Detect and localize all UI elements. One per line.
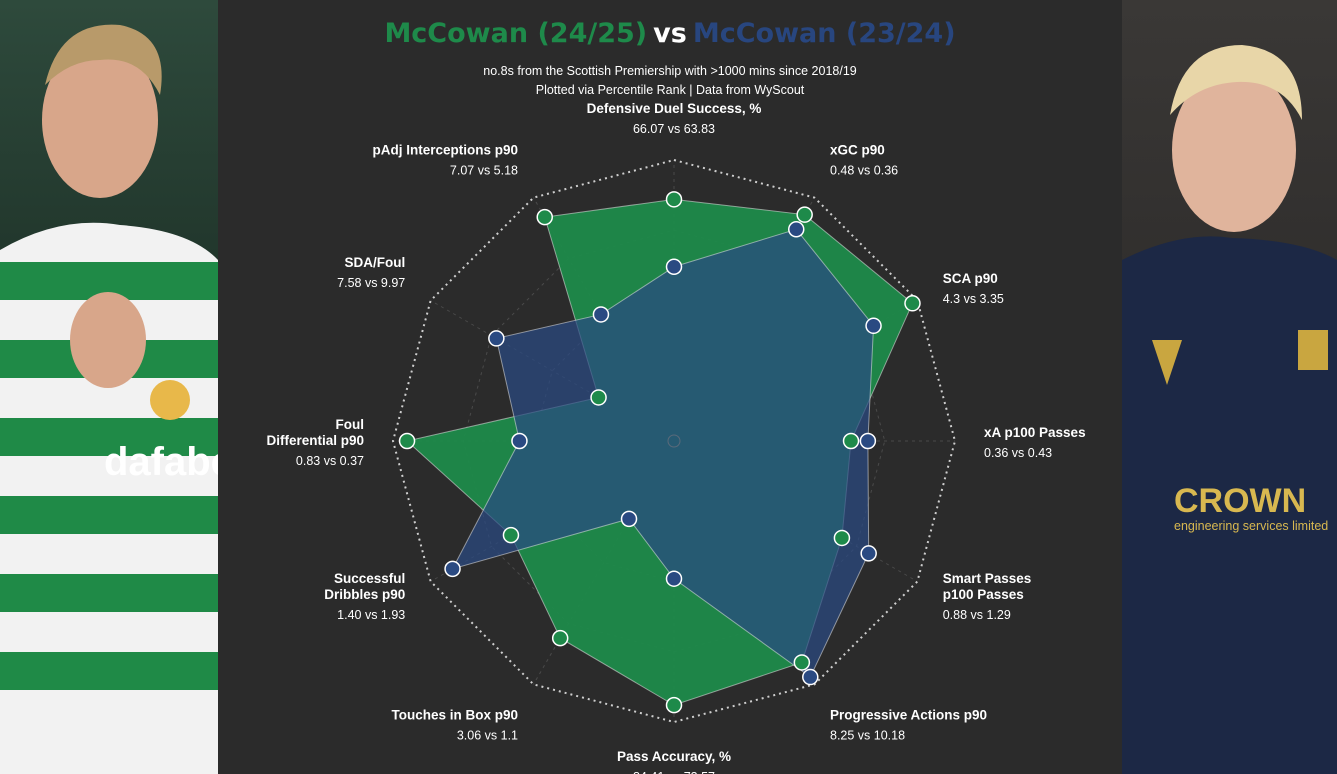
series-1-point-10 — [590, 389, 607, 406]
axis-label-10: SDA/Foul — [345, 255, 406, 270]
title-player2: McCowan (23/24) — [692, 18, 956, 49]
axis-values-9: 0.83 vs 0.37 — [296, 454, 364, 468]
axis-label-7: Touches in Box p90 — [391, 708, 518, 723]
axis-values-10: 7.58 vs 9.97 — [337, 276, 405, 290]
series-1-point-5 — [793, 654, 811, 671]
radar-chart: Defensive Duel Success, % 66.07 vs 63.83 x… — [266, 101, 1085, 774]
series-2-point-1 — [787, 221, 805, 238]
right-shirt-sponsor: CROWN — [1174, 482, 1306, 520]
series-2-point-6 — [665, 570, 683, 587]
axis-values-2: 4.3 vs 3.35 — [943, 292, 1004, 306]
series-1-point-6 — [665, 696, 683, 714]
axis-values-0: 66.07 vs 63.83 — [633, 122, 715, 136]
axis-label-9-line-2: Differential p90 — [266, 433, 364, 448]
series-1-point-1 — [796, 206, 813, 223]
axis-label-4-line-1: Smart Passes — [943, 571, 1032, 586]
series-1-point-11 — [536, 208, 553, 226]
axis-values-4: 0.88 vs 1.29 — [943, 608, 1011, 622]
axis-values-6: 84.41 vs 73.57 — [633, 770, 715, 774]
axis-label-2: SCA p90 — [943, 271, 998, 286]
axis-label-6: Pass Accuracy, % — [617, 749, 731, 764]
series-2-point-0 — [665, 258, 683, 276]
series-1-point-8 — [502, 526, 520, 544]
axis-label-1: xGC p90 — [830, 142, 885, 157]
axis-label-8-line-1: Successful — [334, 571, 405, 586]
left-player-photo: dafabet — [0, 0, 218, 774]
axis-label-9-line-1: Foul — [336, 417, 365, 432]
series-2-point-7 — [620, 510, 638, 528]
series-1-point-3 — [842, 432, 860, 450]
series-2-point-9 — [511, 432, 528, 450]
radar-center — [667, 434, 681, 448]
series-2-point-8 — [444, 560, 461, 578]
series-2-point-3 — [859, 432, 877, 450]
axis-values-1: 0.48 vs 0.36 — [830, 163, 898, 177]
radar-series — [398, 191, 921, 714]
subtitle-line-1: no.8s from the Scottish Premiership with… — [483, 64, 857, 78]
left-shirt-sponsor: dafabet — [104, 440, 218, 484]
axis-values-7: 3.06 vs 1.1 — [457, 729, 518, 743]
axis-label-11: pAdj Interceptions p90 — [372, 142, 518, 157]
series-2-point-10 — [488, 330, 505, 347]
subtitle-line-2: Plotted via Percentile Rank | Data from … — [535, 83, 805, 97]
series-1-point-7 — [551, 629, 569, 647]
series-2-point-11 — [592, 306, 610, 323]
title-vs: vs — [653, 18, 687, 49]
axis-label-0: Defensive Duel Success, % — [587, 101, 762, 116]
right-player-photo: CROWN engineering services limited — [1122, 0, 1337, 774]
radar-labels: Defensive Duel Success, % 66.07 vs 63.83 x… — [266, 101, 1085, 774]
series-1-point-9 — [398, 432, 416, 450]
axis-values-3: 0.36 vs 0.43 — [984, 446, 1052, 460]
axis-label-8-line-2: Dribbles p90 — [324, 587, 405, 602]
axis-label-3: xA p100 Passes — [984, 425, 1086, 440]
series-1-point-0 — [665, 191, 683, 208]
series-2-point-4 — [860, 545, 877, 562]
axis-values-5: 8.25 vs 10.18 — [830, 729, 905, 743]
series-2-point-2 — [865, 317, 882, 335]
axis-label-4-line-2: p100 Passes — [943, 587, 1024, 602]
series-1-point-2 — [904, 295, 921, 312]
right-shirt-sponsor-sub: engineering services limited — [1174, 519, 1328, 533]
series-1-point-4 — [833, 529, 851, 547]
chart-title: McCowan (24/25) vs McCowan (23/24) — [218, 18, 1122, 49]
axis-values-8: 1.40 vs 1.93 — [337, 608, 405, 622]
axis-values-11: 7.07 vs 5.18 — [450, 163, 518, 177]
series-2-point-5 — [802, 668, 819, 686]
title-player1: McCowan (24/25) — [384, 18, 648, 49]
axis-label-5: Progressive Actions p90 — [830, 708, 987, 723]
